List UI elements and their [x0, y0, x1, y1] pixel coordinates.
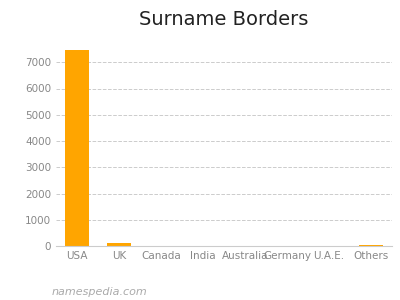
Title: Surname Borders: Surname Borders: [139, 10, 309, 29]
Bar: [360, 245, 382, 246]
Bar: [108, 243, 130, 246]
Bar: [66, 50, 88, 246]
Text: namespedia.com: namespedia.com: [52, 287, 148, 297]
